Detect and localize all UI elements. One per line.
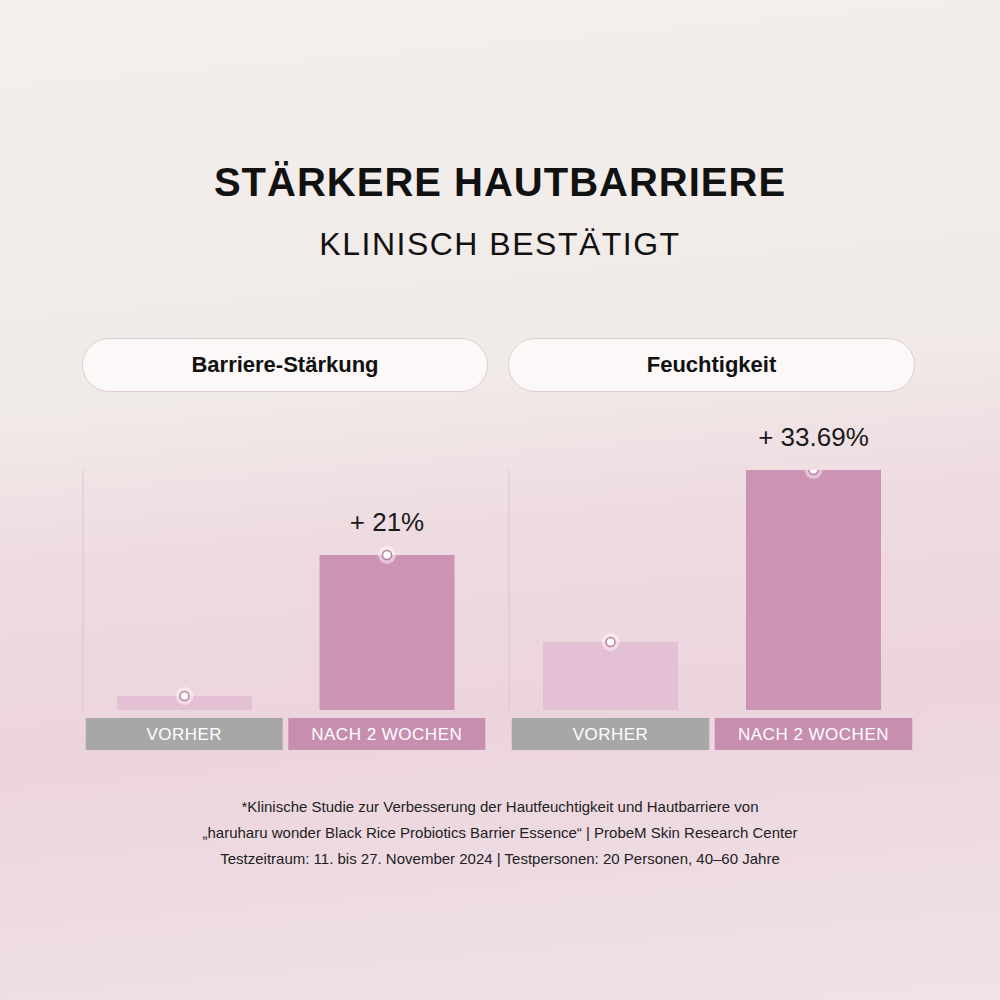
svg-text:VORHER: VORHER [146,725,222,744]
svg-text:+ 33.69%: + 33.69% [758,422,869,452]
svg-text:NACH 2 WOCHEN: NACH 2 WOCHEN [738,725,889,744]
svg-text:NACH 2 WOCHEN: NACH 2 WOCHEN [311,725,462,744]
html-text:STÄRKERE HAUTBARRIERE: STÄRKERE HAUTBARRIERE [213,160,787,204]
svg-text:VORHER: VORHER [573,725,649,744]
html-text:Barriere-Stärkung: Barriere-Stärkung [191,352,379,377]
html-text:Testzeitraum: 11. bis 27. Nove: Testzeitraum: 11. bis 27. November 2024 … [220,850,780,867]
html-text:Feuchtigkeit: Feuchtigkeit [646,352,777,377]
svg-text:+ 21%: + 21% [350,507,424,537]
html-text:KLINISCH BESTÄTIGT: KLINISCH BESTÄTIGT [319,226,681,262]
html-text:„haruharu wonder Black Rice Pr: „haruharu wonder Black Rice Probiotics B… [202,824,798,841]
html-text:*Klinische Studie zur Verbesse: *Klinische Studie zur Verbesserung der H… [241,798,759,815]
